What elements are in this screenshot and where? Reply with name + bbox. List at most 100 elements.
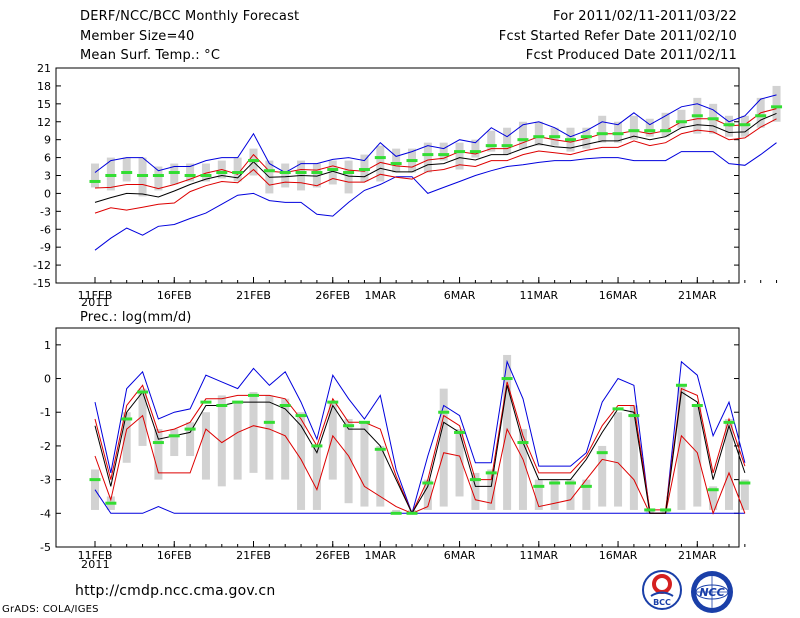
spread-bar — [376, 445, 385, 507]
spread-bar — [170, 429, 179, 457]
spread-bar — [518, 429, 527, 510]
spread-bar — [265, 395, 274, 480]
upper-line — [94, 108, 777, 190]
spread-bar — [233, 402, 242, 480]
y-tick-label: 18 — [37, 80, 51, 93]
spread-bar — [598, 445, 607, 507]
x-tick-label: 11FEB — [78, 549, 113, 562]
spread-bar — [550, 479, 559, 510]
y-tick-label: -3 — [40, 205, 51, 218]
spread-bar — [614, 412, 623, 507]
x-tick-label: 16MAR — [599, 549, 638, 562]
y-tick-label: 1 — [44, 339, 51, 352]
spread-bar — [122, 157, 131, 182]
y-tick-label: 12 — [37, 116, 51, 129]
spread-bar — [281, 163, 290, 188]
spread-bar — [693, 405, 702, 507]
grads-credit: GrADS: COLA/IGES — [2, 604, 99, 615]
y-tick-label: -12 — [33, 259, 51, 272]
y-tick-label: 9 — [44, 134, 51, 147]
y-tick-label: -9 — [40, 241, 51, 254]
x-tick-label: 26FEB — [315, 289, 350, 302]
x-tick-label: 16MAR — [599, 289, 638, 302]
spread-bar — [566, 479, 575, 510]
temp-year-label: 2011 — [81, 296, 110, 309]
spread-bar — [725, 418, 733, 510]
variable-label: Mean Surf. Temp.: °C — [80, 48, 221, 63]
spread-bar — [328, 402, 337, 480]
temperature-panel: -15 -12 -9 -6 -3 0 3 6 9 12 15 18 21 11FEB 16FEB 21FEB 2… — [33, 62, 783, 302]
member-size-label: Member Size=40 — [80, 29, 195, 44]
x-tick-label: 26FEB — [315, 549, 350, 562]
spread-bar — [503, 127, 512, 155]
spread-bar — [661, 112, 670, 137]
y-tick-label: -6 — [40, 223, 51, 236]
x-tick-label: 6MAR — [444, 289, 476, 302]
spread-bar — [217, 395, 226, 487]
spread-bar — [677, 109, 686, 128]
ncc-logo-text: NCC — [699, 586, 724, 599]
spread-bar — [233, 157, 242, 182]
spread-bar — [598, 115, 607, 143]
spread-bar — [677, 385, 686, 510]
source-url[interactable]: http://cmdp.ncc.cma.gov.cn — [75, 583, 276, 599]
x-tick-label: 16FEB — [157, 289, 192, 302]
y-tick-label: 3 — [44, 170, 51, 183]
lower-line — [94, 414, 746, 515]
x-tick-label: 1MAR — [364, 549, 396, 562]
spread-bar — [439, 388, 448, 507]
y-tick-label: -15 — [33, 277, 51, 290]
spread-bar — [281, 398, 290, 480]
min-line — [94, 489, 745, 514]
x-tick-label: 6MAR — [444, 549, 476, 562]
y-tick-label: 6 — [44, 152, 51, 165]
max-line — [94, 94, 777, 174]
spread-bar — [772, 85, 781, 122]
y-tick-label: 21 — [37, 62, 51, 75]
y-tick-label: 0 — [44, 373, 51, 386]
spread-bar — [629, 115, 638, 140]
spread-bar — [360, 422, 369, 507]
mean-line — [94, 112, 777, 203]
y-tick-label: 0 — [44, 187, 51, 200]
spread-bar — [154, 429, 163, 480]
spread-bar — [455, 429, 464, 497]
bcc-logo-text: BCC — [653, 598, 671, 607]
spread-bar — [423, 479, 432, 510]
max-line — [94, 359, 746, 515]
spread-bar — [249, 392, 258, 473]
spread-bar — [297, 412, 306, 510]
bcc-logo: BCC — [642, 570, 682, 610]
spread-bar — [518, 121, 527, 149]
min-line — [94, 142, 777, 251]
forecast-period: For 2011/02/11-2011/03/22 — [553, 9, 737, 24]
spread-bar — [487, 469, 496, 510]
spread-bar — [629, 405, 638, 510]
lower-line — [94, 118, 777, 214]
mean-line — [94, 385, 746, 515]
x-tick-label: 21FEB — [236, 289, 271, 302]
produced-date: Fcst Produced Date 2011/02/11 — [525, 48, 737, 63]
spread-bar — [154, 166, 163, 191]
x-tick-label: 11MAR — [519, 289, 558, 302]
spread-bar — [439, 142, 448, 161]
spread-bar — [201, 163, 210, 182]
x-tick-label: 1MAR — [364, 289, 396, 302]
spread-bar — [312, 445, 321, 510]
x-tick-label: 21MAR — [678, 549, 717, 562]
chart-title: DERF/NCC/BCC Monthly Forecast — [80, 9, 300, 24]
spread-bar — [392, 509, 401, 514]
spread-bar — [312, 163, 321, 188]
spread-bar — [471, 139, 480, 158]
spread-bar — [582, 479, 591, 510]
spread-bar — [344, 418, 353, 504]
spread-bar — [455, 142, 464, 170]
spread-bar — [186, 422, 195, 457]
precip-title: Prec.: log(mm/d) — [80, 310, 192, 325]
y-tick-label: -2 — [40, 440, 51, 453]
precipitation-panel: -5 -4 -3 -2 -1 0 1 11FEB 16FEB 21FEB 26FEB 1MAR 6MAR… — [40, 327, 751, 562]
y-tick-label: -4 — [40, 507, 51, 520]
spread-bar — [423, 142, 432, 173]
y-tick-label: -3 — [40, 474, 51, 487]
